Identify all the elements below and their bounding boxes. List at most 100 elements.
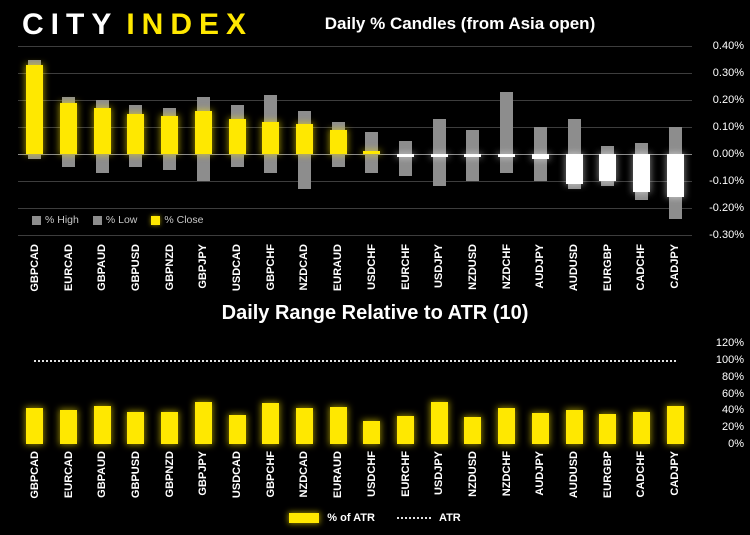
atr-percent-bar bbox=[329, 407, 347, 444]
top-y-tick-label: 0.30% bbox=[712, 67, 744, 79]
top-x-axis-label: CADJPY bbox=[669, 244, 682, 289]
legend-item-high: % High bbox=[32, 214, 79, 226]
gridline bbox=[18, 127, 692, 128]
high-swatch bbox=[32, 215, 41, 225]
top-y-tick-label: 0.10% bbox=[712, 121, 744, 133]
bottom-x-axis-label: AUDUSD bbox=[568, 451, 581, 499]
top-x-axis-label: GBPCHF bbox=[264, 244, 277, 291]
top-x-axis-label: USDJPY bbox=[433, 244, 446, 289]
top-x-axis-label: AUDUSD bbox=[568, 244, 581, 292]
low-swatch bbox=[92, 215, 102, 225]
bottom-chart-legend: % of ATR ATR bbox=[0, 512, 750, 524]
close-bar bbox=[26, 64, 44, 154]
logo-city-text: CITY bbox=[22, 8, 119, 41]
atr-percent-bar bbox=[161, 412, 179, 444]
close-legend-label: % Close bbox=[164, 214, 204, 226]
bottom-chart-plot bbox=[18, 340, 692, 444]
bottom-x-axis-label: GBPAUD bbox=[96, 451, 109, 498]
gridline bbox=[18, 235, 692, 236]
top-y-tick-label: -0.20% bbox=[709, 202, 744, 214]
pct-atr-legend-swatch bbox=[289, 513, 320, 523]
pct-atr-legend-label: % of ATR bbox=[327, 512, 375, 524]
atr-percent-bar bbox=[262, 402, 280, 444]
top-x-axis-label: CADCHF bbox=[635, 244, 648, 291]
bottom-x-axis-label: EURAUD bbox=[332, 451, 345, 499]
top-x-axis-label: GBPUSD bbox=[129, 244, 142, 292]
atr-percent-bar bbox=[363, 421, 381, 444]
legend-item-close: % Close bbox=[151, 214, 203, 226]
bottom-x-axis-label: USDCAD bbox=[231, 451, 244, 499]
top-x-axis-label: EURCAD bbox=[62, 244, 75, 292]
bottom-x-axis-label: EURGBP bbox=[601, 451, 614, 499]
close-bar bbox=[93, 108, 111, 154]
bottom-y-tick-label: 60% bbox=[721, 387, 744, 400]
top-y-tick-label: 0.00% bbox=[712, 148, 744, 160]
atr-percent-bar bbox=[464, 417, 482, 444]
city-index-logo: CITY INDEX bbox=[22, 8, 253, 42]
low-legend-label: % Low bbox=[105, 214, 138, 226]
top-x-axis-label: EURGBP bbox=[601, 244, 614, 292]
bottom-x-axis-label: GBPCHF bbox=[264, 451, 277, 498]
close-bar bbox=[599, 154, 617, 181]
bottom-x-axis-label: NZDUSD bbox=[466, 451, 479, 497]
bottom-x-axis-label: NZDCAD bbox=[298, 451, 311, 498]
close-bar bbox=[397, 154, 415, 157]
top-x-axis-label: USDCHF bbox=[365, 244, 378, 290]
gridline bbox=[18, 73, 692, 74]
close-bar bbox=[666, 154, 684, 198]
bottom-x-axis-label: CADJPY bbox=[669, 451, 682, 496]
close-bar bbox=[295, 124, 313, 154]
bottom-chart-title: Daily Range Relative to ATR (10) bbox=[221, 302, 529, 324]
top-y-tick-label: 0.20% bbox=[712, 94, 744, 106]
atr-line-legend-label: ATR bbox=[438, 512, 461, 524]
atr-percent-bar bbox=[295, 407, 313, 444]
top-x-axis-label: NZDCAD bbox=[298, 244, 311, 291]
top-x-axis-label: NZDUSD bbox=[466, 244, 479, 290]
close-bar bbox=[632, 154, 650, 192]
bottom-x-axis-label: GBPUSD bbox=[129, 451, 142, 499]
atr-percent-bar bbox=[194, 402, 212, 444]
top-y-tick-label: -0.30% bbox=[709, 229, 744, 241]
atr-percent-bar bbox=[430, 402, 448, 444]
bottom-x-axis-label: USDJPY bbox=[433, 451, 446, 496]
bottom-y-tick-label: 20% bbox=[721, 421, 744, 434]
high-low-range-bar bbox=[500, 91, 514, 173]
atr-percent-bar bbox=[565, 410, 583, 444]
close-bar bbox=[565, 154, 583, 184]
close-bar bbox=[363, 151, 381, 154]
atr-line-legend-swatch bbox=[396, 517, 431, 519]
atr-percent-bar bbox=[93, 406, 111, 444]
bottom-y-tick-label: 100% bbox=[715, 354, 744, 366]
gridline bbox=[18, 46, 692, 47]
gridline bbox=[18, 181, 692, 182]
bottom-x-axis-label: NZDCHF bbox=[500, 451, 513, 497]
bottom-x-axis-label: EURCAD bbox=[62, 451, 75, 499]
close-bar bbox=[498, 154, 516, 157]
bottom-x-axis-label: CADCHF bbox=[635, 451, 648, 498]
atr-percent-bar bbox=[632, 412, 650, 444]
bottom-chart-y-axis: 120% 100% 80% 60% 40% 20% 0% bbox=[694, 337, 746, 455]
top-x-axis-label: GBPJPY bbox=[197, 244, 210, 289]
atr-percent-bar bbox=[599, 413, 617, 444]
bottom-x-axis-label: EURCHF bbox=[399, 451, 412, 497]
bottom-y-tick-label: 40% bbox=[721, 404, 744, 417]
high-low-range-bar bbox=[399, 140, 413, 176]
gridline bbox=[18, 100, 692, 101]
gridline bbox=[18, 154, 692, 155]
close-bar bbox=[531, 154, 549, 160]
close-bar bbox=[127, 113, 145, 154]
close-bar bbox=[262, 121, 280, 154]
atr-percent-bar bbox=[531, 412, 549, 444]
top-y-tick-label: 0.40% bbox=[712, 40, 744, 52]
atr-percent-bar bbox=[127, 412, 145, 444]
atr-dotted-line bbox=[34, 360, 676, 362]
bottom-x-axis-label: GBPNZD bbox=[163, 451, 176, 498]
bottom-y-tick-label: 120% bbox=[715, 337, 744, 350]
close-bar bbox=[194, 110, 212, 154]
bottom-x-axis-label: GBPJPY bbox=[197, 451, 210, 496]
bottom-y-tick-label: 0% bbox=[728, 438, 744, 450]
atr-percent-bar bbox=[498, 407, 516, 444]
high-low-range-bar bbox=[432, 118, 446, 187]
top-x-axis-label: EURCHF bbox=[399, 244, 412, 290]
